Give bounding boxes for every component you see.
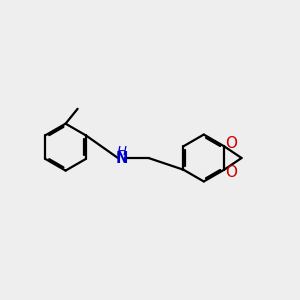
Text: O: O bbox=[225, 164, 237, 179]
Text: O: O bbox=[225, 136, 237, 152]
Text: H: H bbox=[116, 145, 126, 158]
Text: N: N bbox=[115, 151, 128, 166]
